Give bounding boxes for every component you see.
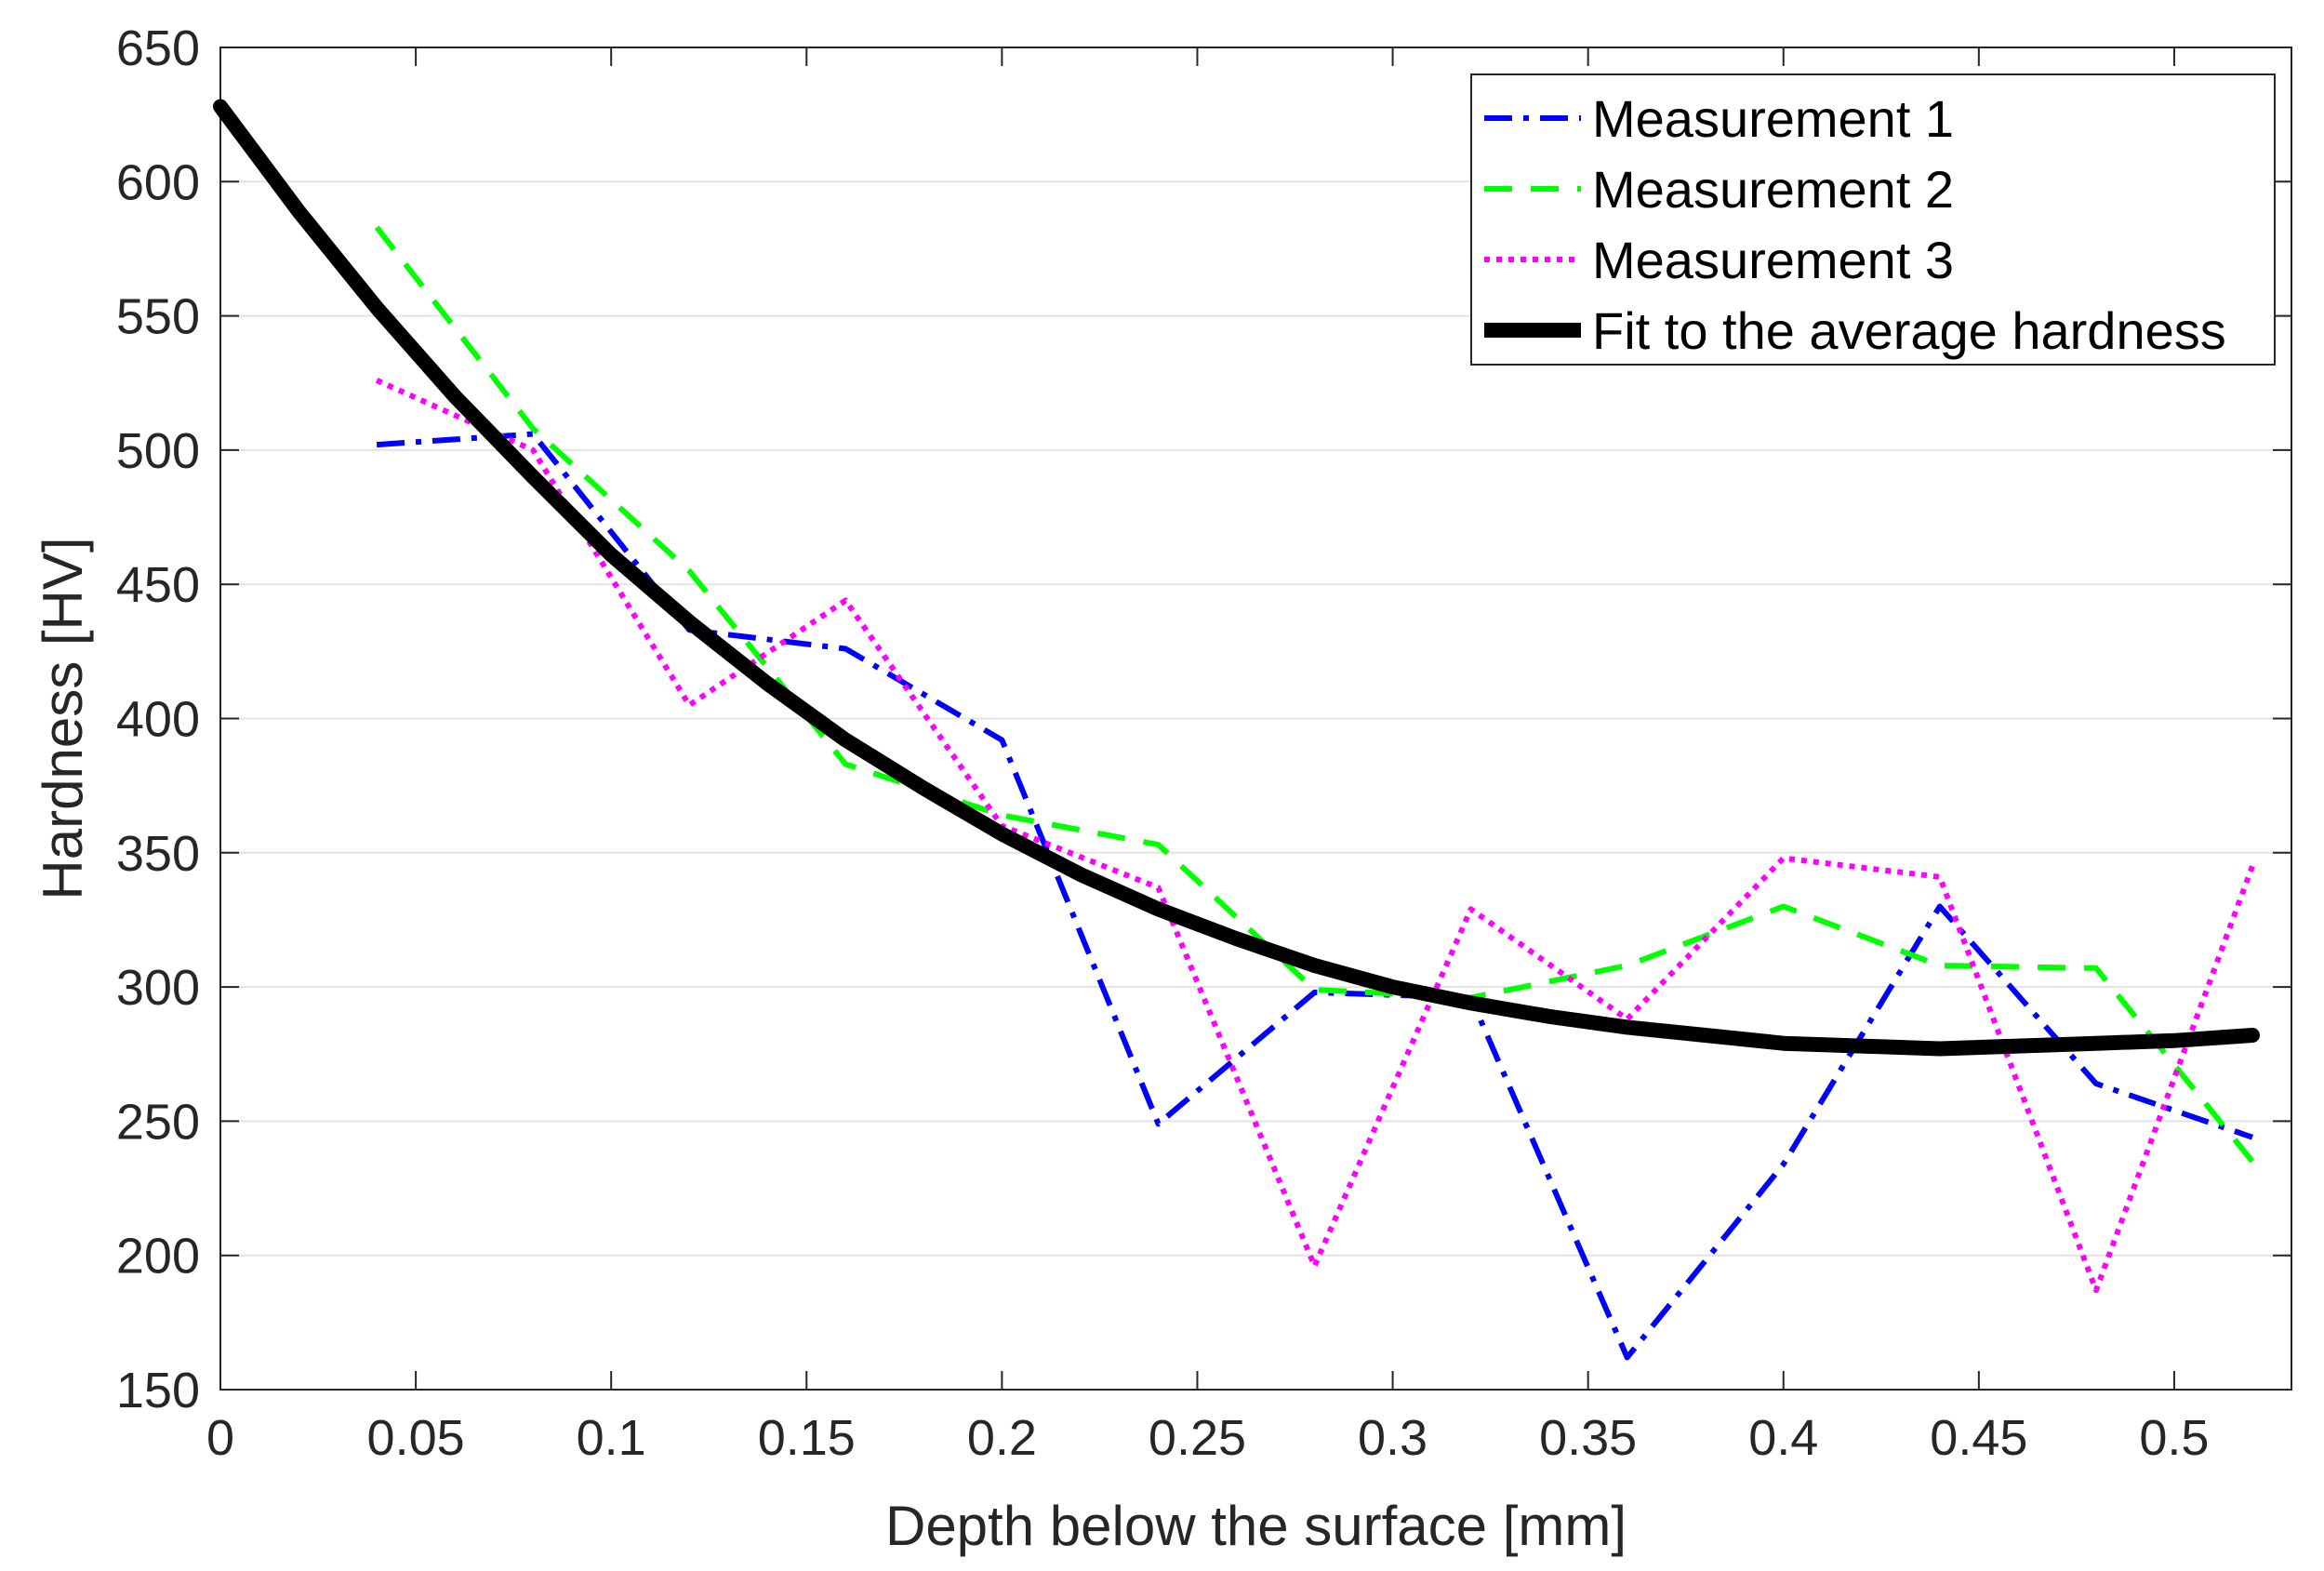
legend-label-2: Measurement 2 xyxy=(1592,160,1954,219)
y-tick-label: 200 xyxy=(116,1229,200,1285)
x-tick-label: 0 xyxy=(206,1410,234,1466)
y-tick-label: 600 xyxy=(116,154,200,210)
y-tick-label: 400 xyxy=(116,692,200,748)
x-axis-label: Depth below the surface [mm] xyxy=(885,1495,1627,1557)
x-axis-ticks: 0 0.05 0.1 0.15 0.2 0.25 0.3 0.35 0.4 0.45 0.5 xyxy=(206,47,2209,1466)
y-axis-label: Hardness [HV] xyxy=(32,537,94,899)
legend: Measurement 1 Measurement 2 Measurement 3 F… xyxy=(1470,73,2276,366)
x-tick-label: 0.15 xyxy=(758,1410,856,1466)
y-tick-label: 300 xyxy=(116,960,200,1016)
y-tick-label: 500 xyxy=(116,423,200,479)
series-line-2 xyxy=(374,225,2255,1164)
x-tick-label: 0.3 xyxy=(1358,1410,1428,1466)
y-tick-label: 250 xyxy=(116,1094,200,1150)
x-tick-label: 0.25 xyxy=(1149,1410,1246,1466)
legend-label-3: Measurement 3 xyxy=(1592,231,1954,289)
x-tick-label: 0.1 xyxy=(577,1410,646,1466)
x-tick-label: 0.05 xyxy=(367,1410,465,1466)
series-line-4 xyxy=(213,99,2260,1057)
y-axis-ticks: 150 200 250 300 350 400 450 500 550 600 650 xyxy=(116,20,2291,1418)
legend-label-1: Measurement 1 xyxy=(1592,89,1954,148)
x-tick-label: 0.35 xyxy=(1539,1410,1637,1466)
y-tick-label: 150 xyxy=(116,1363,200,1418)
x-tick-label: 0.5 xyxy=(2139,1410,2209,1466)
legend-label-4: Fit to the average hardness xyxy=(1592,301,2226,360)
y-tick-label: 450 xyxy=(116,557,200,613)
data-series xyxy=(213,99,2260,1361)
x-tick-label: 0.4 xyxy=(1748,1410,1818,1466)
y-tick-label: 550 xyxy=(116,289,200,345)
x-tick-label: 0.2 xyxy=(967,1410,1037,1466)
y-tick-label: 650 xyxy=(116,20,200,76)
y-tick-label: 350 xyxy=(116,826,200,882)
x-tick-label: 0.45 xyxy=(1930,1410,2027,1466)
legend-box xyxy=(1470,73,2276,366)
